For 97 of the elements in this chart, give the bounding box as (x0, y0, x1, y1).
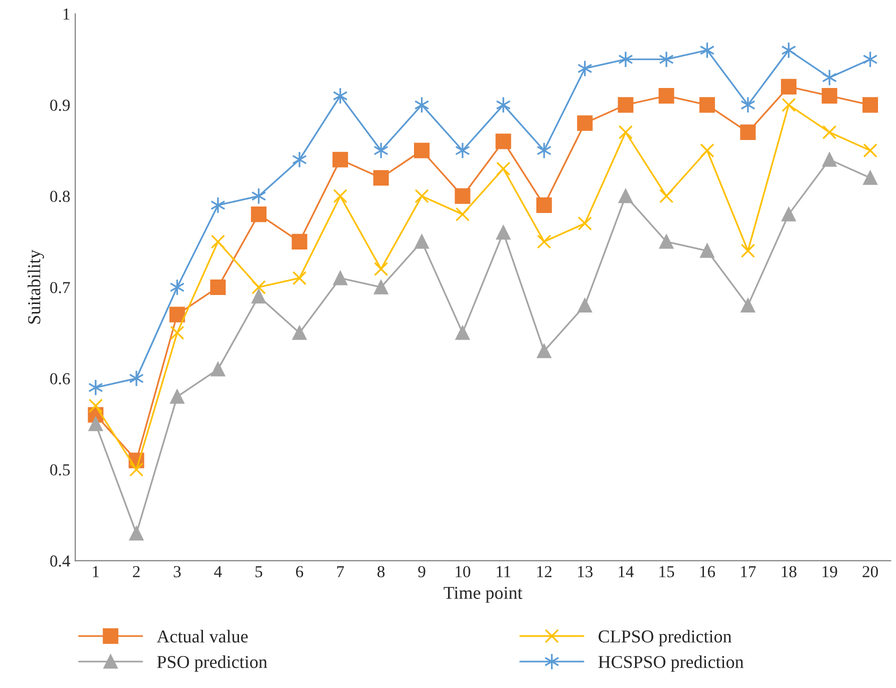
point (414, 234, 429, 249)
point (822, 152, 837, 167)
point (333, 271, 348, 286)
point (252, 289, 266, 304)
point (659, 188, 674, 204)
point (740, 244, 756, 258)
point (170, 390, 184, 404)
x-tick-label: 15 (660, 566, 674, 578)
point (292, 234, 308, 250)
point (863, 143, 878, 158)
y-tick-label: 0.8 (50, 190, 70, 202)
point (292, 271, 307, 286)
point (618, 188, 633, 204)
y-tick-label: 0.7 (50, 282, 70, 294)
x-tick-label: 14 (618, 566, 634, 578)
x-tick-label: 9 (418, 566, 426, 578)
point (333, 188, 348, 204)
point (88, 416, 103, 432)
point (822, 125, 837, 140)
point (822, 88, 838, 104)
x-tick-label: 2 (132, 566, 140, 578)
x-tick-label: 6 (296, 566, 304, 578)
x-tick-label: 16 (700, 566, 716, 578)
point (292, 151, 307, 168)
point (292, 326, 307, 340)
x-tick-label: 4 (214, 566, 222, 578)
point (454, 188, 470, 204)
point (537, 344, 552, 358)
point (496, 162, 510, 176)
x-tick-label: 20 (862, 566, 878, 578)
point (782, 98, 796, 112)
point (577, 115, 593, 131)
point (496, 225, 510, 240)
x-tick-label: 13 (578, 566, 593, 578)
point (699, 97, 715, 113)
point (252, 280, 266, 294)
point (129, 526, 144, 540)
point (618, 97, 634, 113)
legend-label: Actual value (156, 630, 248, 643)
point (537, 234, 552, 249)
x-tick-label: 17 (741, 566, 756, 578)
point (414, 142, 430, 158)
point (374, 142, 388, 159)
legend-label: HCSPSO prediction (598, 655, 744, 672)
x-tick-label: 8 (377, 566, 385, 578)
point (129, 462, 144, 477)
point (822, 69, 837, 86)
y-tick-label: 0.4 (50, 555, 70, 567)
point (740, 96, 756, 114)
y-tick-label: 0.6 (50, 373, 70, 384)
point (374, 262, 388, 276)
x-tick-label: 1 (92, 566, 99, 578)
point (618, 125, 633, 140)
point (578, 216, 592, 231)
point (374, 280, 388, 294)
point (780, 78, 796, 94)
x-tick-label: 3 (174, 566, 181, 578)
point (170, 326, 184, 340)
point (496, 134, 512, 150)
y-tick-label: 1 (64, 8, 70, 20)
point (250, 206, 266, 222)
x-tick-label: 5 (256, 566, 262, 578)
point (414, 188, 429, 204)
point (658, 88, 674, 104)
point (659, 234, 674, 249)
x-tick-label: 12 (537, 566, 552, 578)
x-tick-label: 7 (337, 566, 344, 578)
point (863, 170, 878, 185)
point (536, 197, 552, 213)
legend-label: PSO prediction (157, 655, 268, 672)
point (455, 326, 470, 340)
point (373, 170, 389, 186)
x-tick-label: 10 (456, 566, 470, 578)
point (88, 398, 103, 413)
point (455, 207, 470, 222)
point (210, 279, 226, 296)
point (700, 143, 714, 158)
point (210, 362, 226, 376)
point (210, 196, 226, 214)
point (332, 152, 348, 168)
point (210, 234, 226, 249)
legend-label: CLPSO prediction (598, 630, 732, 646)
y-tick-label: 0.9 (50, 100, 70, 111)
point (700, 244, 714, 258)
point (740, 298, 756, 313)
x-tick-label: 19 (822, 566, 838, 578)
point (578, 298, 592, 313)
x-tick-label: 18 (782, 566, 796, 578)
point (169, 306, 185, 322)
point (455, 142, 470, 159)
x-axis-title: Time point (444, 586, 522, 603)
y-axis-title: Suitability (28, 250, 44, 324)
point (862, 97, 878, 113)
y-tick-label: 0.5 (50, 464, 70, 476)
point (740, 124, 756, 140)
point (782, 207, 796, 222)
x-tick-label: 11 (496, 566, 510, 578)
